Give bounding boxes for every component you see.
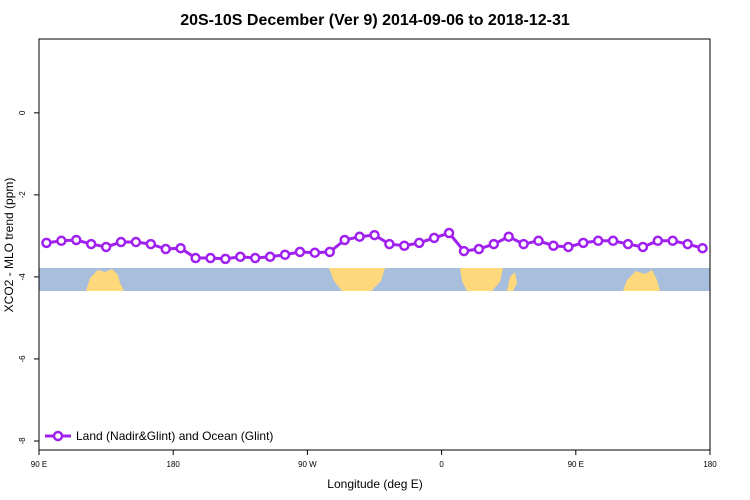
data-point bbox=[428, 232, 440, 244]
data-point bbox=[190, 252, 201, 264]
data-point bbox=[622, 238, 634, 250]
data-point bbox=[354, 231, 365, 242]
data-point bbox=[339, 234, 350, 246]
data-point bbox=[205, 252, 216, 264]
data-point bbox=[667, 235, 678, 247]
y-tick-label: -6 bbox=[18, 355, 27, 363]
data-point bbox=[160, 243, 171, 255]
x-tick-label: 0 bbox=[439, 460, 444, 469]
legend-marker bbox=[52, 430, 64, 442]
data-point bbox=[294, 246, 306, 258]
data-point bbox=[533, 235, 544, 247]
data-point bbox=[503, 231, 514, 242]
y-tick-label: 0 bbox=[18, 110, 27, 115]
data-point bbox=[548, 240, 559, 251]
data-point bbox=[592, 235, 604, 247]
x-tick-label: 180 bbox=[167, 460, 181, 469]
data-point bbox=[56, 235, 67, 247]
data-point bbox=[578, 237, 589, 249]
y-tick-label: -8 bbox=[18, 437, 27, 445]
legend: Land (Nadir&Glint) and Ocean (Glint) bbox=[45, 429, 273, 443]
data-point bbox=[458, 245, 470, 257]
data-point bbox=[399, 240, 410, 251]
data-point bbox=[279, 249, 291, 261]
data-point bbox=[637, 241, 649, 253]
map-strip bbox=[39, 268, 710, 291]
data-point bbox=[518, 238, 529, 250]
data-point bbox=[264, 251, 276, 263]
data-point bbox=[145, 238, 157, 250]
data-point bbox=[71, 234, 82, 246]
y-tick-label: -4 bbox=[18, 273, 27, 281]
data-point bbox=[413, 237, 425, 249]
data-point bbox=[220, 253, 231, 265]
y-tick-label: -2 bbox=[18, 191, 27, 199]
data-point bbox=[443, 227, 455, 239]
data-point bbox=[473, 243, 485, 255]
x-tick-label: 180 bbox=[703, 460, 717, 469]
x-tick-label: 90 E bbox=[568, 460, 584, 469]
plot-frame bbox=[38, 38, 711, 451]
data-point bbox=[697, 242, 708, 254]
data-point bbox=[369, 229, 380, 241]
y-axis-label: XCO2 - MLO trend (ppm) bbox=[2, 178, 16, 313]
data-point bbox=[563, 241, 574, 253]
chart-title: 20S-10S December (Ver 9) 2014-09-06 to 2… bbox=[180, 12, 570, 29]
data-point bbox=[115, 236, 127, 248]
data-point bbox=[41, 237, 52, 249]
data-point bbox=[324, 246, 336, 258]
legend-label: Land (Nadir&Glint) and Ocean (Glint) bbox=[76, 429, 273, 443]
x-tick-label: 90 E bbox=[31, 460, 47, 469]
data-point bbox=[100, 241, 112, 253]
data-point bbox=[130, 236, 142, 248]
x-tick-label: 90 W bbox=[298, 460, 317, 469]
data-point bbox=[309, 247, 321, 258]
data-point bbox=[175, 242, 186, 254]
data-point bbox=[384, 238, 395, 250]
data-point bbox=[607, 235, 619, 247]
data-point bbox=[682, 238, 693, 250]
data-point bbox=[488, 238, 500, 250]
data-point bbox=[249, 252, 261, 264]
x-axis-label: Longitude (deg E) bbox=[327, 477, 422, 491]
data-point bbox=[652, 235, 664, 247]
data-point bbox=[235, 251, 246, 263]
data-point bbox=[85, 238, 97, 250]
